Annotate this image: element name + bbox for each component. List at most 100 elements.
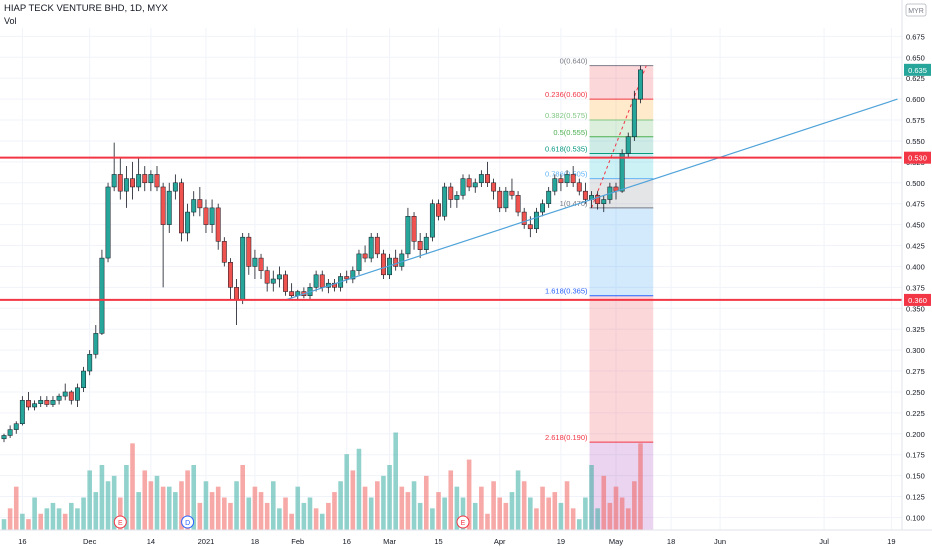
volume-bar (552, 492, 558, 530)
candle (105, 182, 111, 263)
candle-body (638, 69, 643, 100)
volume-bar (534, 508, 539, 530)
x-tick-label: 19 (887, 537, 895, 546)
volume-bar (56, 508, 62, 530)
x-tick-label: 18 (667, 537, 675, 546)
candle-body (13, 423, 19, 430)
volume-bar (497, 497, 503, 530)
candle-body (466, 178, 472, 188)
candle (81, 366, 87, 392)
candle-body (240, 236, 246, 301)
candle (32, 400, 38, 411)
candle-body (429, 203, 435, 238)
candle-body (625, 136, 631, 154)
candle (1, 433, 7, 443)
candle-body (62, 391, 68, 397)
volume-bar (472, 502, 478, 530)
candle-body (148, 174, 154, 184)
x-tick-label: Jul (819, 537, 829, 546)
volume-bar (81, 497, 86, 530)
volume-bar (228, 502, 233, 530)
candle (503, 186, 509, 213)
price-label-text: 0.360 (908, 296, 927, 305)
y-tick-label: 0.125 (906, 493, 925, 502)
y-tick-label: 0.300 (906, 346, 925, 355)
volume-bar (289, 513, 294, 530)
candle (552, 174, 558, 196)
volume-bar (50, 502, 56, 530)
x-tick-label: 2021 (198, 537, 215, 546)
candle-body (50, 400, 56, 405)
volume-bar (509, 492, 515, 530)
candle (460, 174, 466, 200)
x-tick-label: 14 (147, 537, 155, 546)
x-tick-label: Jun (714, 537, 726, 546)
volume-bar (99, 465, 105, 530)
event-marker-icon (113, 515, 127, 529)
candle-body (368, 236, 374, 259)
candle-body (111, 174, 117, 188)
volume-bar (319, 513, 325, 530)
volume-bar (540, 486, 545, 530)
volume-bar (295, 486, 301, 530)
fib-trend-line (591, 65, 647, 209)
candle (221, 237, 227, 267)
candle (350, 266, 356, 284)
candle-body (93, 333, 99, 355)
candle-body (246, 236, 252, 267)
candle (631, 90, 637, 141)
candle-body (221, 241, 227, 263)
volume-bar (595, 508, 600, 530)
fib-band (589, 295, 654, 443)
volume-bar (240, 465, 245, 530)
volume-bar (283, 497, 288, 530)
volume-label: Vol (4, 16, 17, 26)
candle (93, 325, 99, 359)
volume-bar (20, 513, 25, 530)
candle (283, 270, 288, 296)
candle-body (509, 190, 515, 196)
candle-body (558, 178, 564, 184)
event-marker-label: D (185, 520, 190, 527)
volume-bar (405, 492, 411, 530)
candle (564, 170, 570, 187)
candle-body (576, 182, 582, 192)
candle (540, 199, 546, 217)
candle (485, 161, 490, 187)
candle (380, 249, 386, 279)
candle (74, 383, 80, 408)
candle-body (374, 236, 380, 255)
candle-body (209, 207, 215, 225)
candle (509, 178, 515, 200)
candle-body (521, 211, 527, 225)
candle-body (87, 354, 93, 372)
candle-body (185, 211, 191, 234)
candle (442, 182, 448, 221)
fib-band (589, 99, 654, 121)
candle (179, 178, 184, 242)
candle (117, 157, 123, 200)
y-tick-label: 0.225 (906, 409, 925, 418)
candle-body (411, 216, 417, 242)
volume-bar (7, 508, 13, 530)
volume-bar (203, 481, 209, 530)
volume-bar (215, 486, 221, 530)
candle-body (485, 174, 490, 184)
volume-bar (209, 492, 215, 530)
candle (68, 390, 74, 405)
candle-body (313, 274, 319, 288)
fib-band (589, 120, 654, 137)
candle-body (130, 178, 135, 188)
volume-bar (411, 481, 417, 530)
candle-body (601, 199, 607, 204)
volume-bar (264, 502, 270, 530)
fib-level-label: 0(0.640) (560, 57, 588, 66)
candle (454, 191, 460, 208)
volume-bar (638, 443, 643, 530)
volume-bar (479, 486, 484, 530)
volume-bar (160, 486, 166, 530)
candle-body (105, 186, 111, 259)
fib-level-label: 0.236(0.600) (545, 90, 588, 99)
candle-body (26, 400, 31, 408)
